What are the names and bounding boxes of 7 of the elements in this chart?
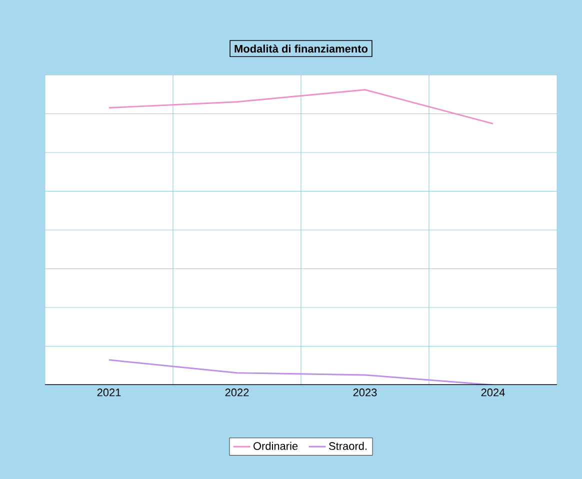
x-tick-label: 2024 xyxy=(481,388,505,396)
x-tick-label: 2022 xyxy=(225,388,249,396)
legend-label: Ordinarie xyxy=(254,442,298,450)
chart-title: Modalità di finanziamento xyxy=(234,44,368,53)
legend-label: Straord. xyxy=(329,442,367,450)
x-tick-label: 2023 xyxy=(353,388,377,396)
x-tick-label: 2021 xyxy=(97,388,121,396)
